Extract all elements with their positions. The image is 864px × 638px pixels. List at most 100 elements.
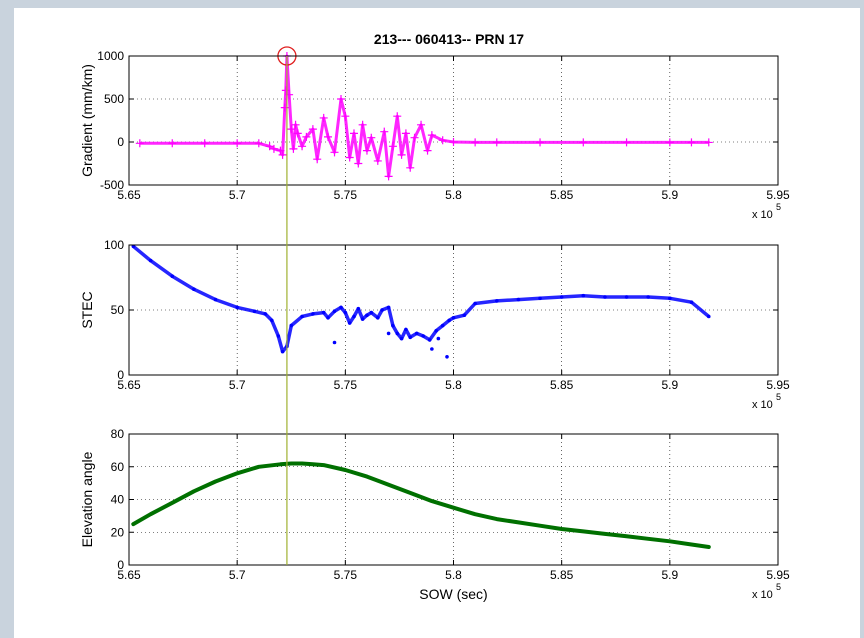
stec-x-exponent-power: 5 xyxy=(776,392,781,402)
elevation-x-exponent-label: x 10 xyxy=(752,589,773,601)
stec-point xyxy=(332,340,337,345)
stec-point xyxy=(436,336,441,341)
gradient-x-exponent-label: x 10 xyxy=(752,209,773,221)
stec-point xyxy=(559,295,564,299)
stec-point xyxy=(148,258,153,263)
gradient-point xyxy=(324,132,333,141)
stec-point xyxy=(332,309,337,314)
gradient-point xyxy=(380,127,389,136)
elevation-ytick-label: 20 xyxy=(111,525,125,539)
gradient-ytick-label: 500 xyxy=(104,92,124,106)
gradient-xtick-label: 5.65 xyxy=(117,188,141,202)
stec-point xyxy=(689,300,694,305)
elevation-x-exponent-power: 5 xyxy=(776,582,781,592)
gradient-point xyxy=(254,139,263,148)
gradient-point xyxy=(492,138,501,147)
window-frame-right xyxy=(860,0,864,638)
gradient-point xyxy=(704,138,713,147)
gradient-point xyxy=(536,138,545,147)
elevation-xtick-label: 5.85 xyxy=(550,568,574,582)
gradient-point xyxy=(233,139,242,148)
gradient-point xyxy=(200,139,209,148)
stec-point xyxy=(263,312,268,316)
gradient-point xyxy=(168,139,177,148)
gradient-point xyxy=(293,129,302,138)
stec-point xyxy=(668,296,672,301)
stec-point xyxy=(706,314,711,319)
stec-point xyxy=(192,287,196,292)
stec-point xyxy=(516,297,521,302)
gradient-ylabel: Gradient (mm/km) xyxy=(79,64,95,177)
stec-point xyxy=(269,318,274,323)
gradient-point xyxy=(687,138,696,147)
gradient-point xyxy=(423,146,432,155)
stec-series-0-trace xyxy=(132,244,710,354)
stec-point xyxy=(386,305,391,310)
elevation-xtick-label: 5.9 xyxy=(661,568,678,582)
gradient-point xyxy=(278,150,287,159)
gradient-x-exponent-power: 5 xyxy=(776,202,781,212)
gradient-point xyxy=(349,129,358,138)
chart-title: 213--- 060413-- PRN 17 xyxy=(374,31,524,47)
window-frame-left xyxy=(0,0,14,638)
stec-point xyxy=(369,310,374,315)
stec-point xyxy=(430,347,434,351)
gradient-point xyxy=(579,138,588,147)
stec-ylabel: STEC xyxy=(79,291,95,328)
elevation-xtick-label: 5.95 xyxy=(766,568,790,582)
stec-point xyxy=(395,331,400,336)
stec-point xyxy=(280,349,285,354)
gradient-point xyxy=(287,125,296,134)
stec-point xyxy=(473,301,477,306)
stec-point xyxy=(408,335,413,340)
stec-point xyxy=(603,295,607,299)
stec-point xyxy=(276,334,281,338)
stec-point xyxy=(380,308,384,312)
window-frame-top xyxy=(0,0,864,8)
elevation-xtick-label: 5.7 xyxy=(229,568,246,582)
gradient-xtick-label: 5.75 xyxy=(334,188,358,202)
gradient-xtick-label: 5.95 xyxy=(766,188,790,202)
stec-point xyxy=(581,293,586,298)
gradient-xtick-label: 5.85 xyxy=(550,188,574,202)
gradient-point xyxy=(308,125,317,134)
elevation-ytick-label: 40 xyxy=(111,493,125,507)
stec-point xyxy=(538,296,542,301)
stec-point xyxy=(326,316,330,320)
stec-point xyxy=(440,323,445,328)
gradient-plot: 5.65 5.7 5.75 5.8 5.85 5.9 5.95 -500 0 500 1000 x 1… xyxy=(79,46,790,221)
stec-ytick-label: 100 xyxy=(104,238,124,252)
stec-point xyxy=(347,321,352,325)
gradient-point xyxy=(427,131,436,140)
stec-point xyxy=(434,329,438,333)
gradient-point xyxy=(281,86,290,95)
stec-plot: 5.65 5.7 5.75 5.8 5.85 5.9 5.95 0 50 100 x 105 STEC xyxy=(79,238,790,411)
gradient-point xyxy=(289,144,298,153)
stec-point xyxy=(391,323,395,328)
stec-xtick-label: 5.75 xyxy=(334,378,358,392)
stec-point xyxy=(235,305,239,310)
stec-point xyxy=(170,274,175,279)
gradient-point xyxy=(298,142,307,151)
gradient-xtick-label: 5.7 xyxy=(229,188,246,202)
gradient-point xyxy=(373,156,382,165)
stec-point xyxy=(462,313,467,318)
gradient-point xyxy=(665,138,674,147)
gradient-point xyxy=(265,142,274,151)
gradient-ytick-label: -500 xyxy=(100,178,124,192)
elevation-ytick-label: 60 xyxy=(111,460,125,474)
stec-point xyxy=(321,310,326,315)
stec-point xyxy=(343,310,348,315)
gradient-point xyxy=(354,159,363,168)
stec-point xyxy=(399,336,404,341)
gradient-point xyxy=(291,120,300,129)
stec-point xyxy=(427,338,432,342)
stec-point xyxy=(414,331,419,336)
gradient-point xyxy=(330,148,339,157)
stec-point xyxy=(494,299,499,303)
gradient-point xyxy=(471,138,480,147)
stec-point xyxy=(375,316,380,320)
gradient-point xyxy=(367,133,376,142)
stec-point xyxy=(311,312,315,316)
